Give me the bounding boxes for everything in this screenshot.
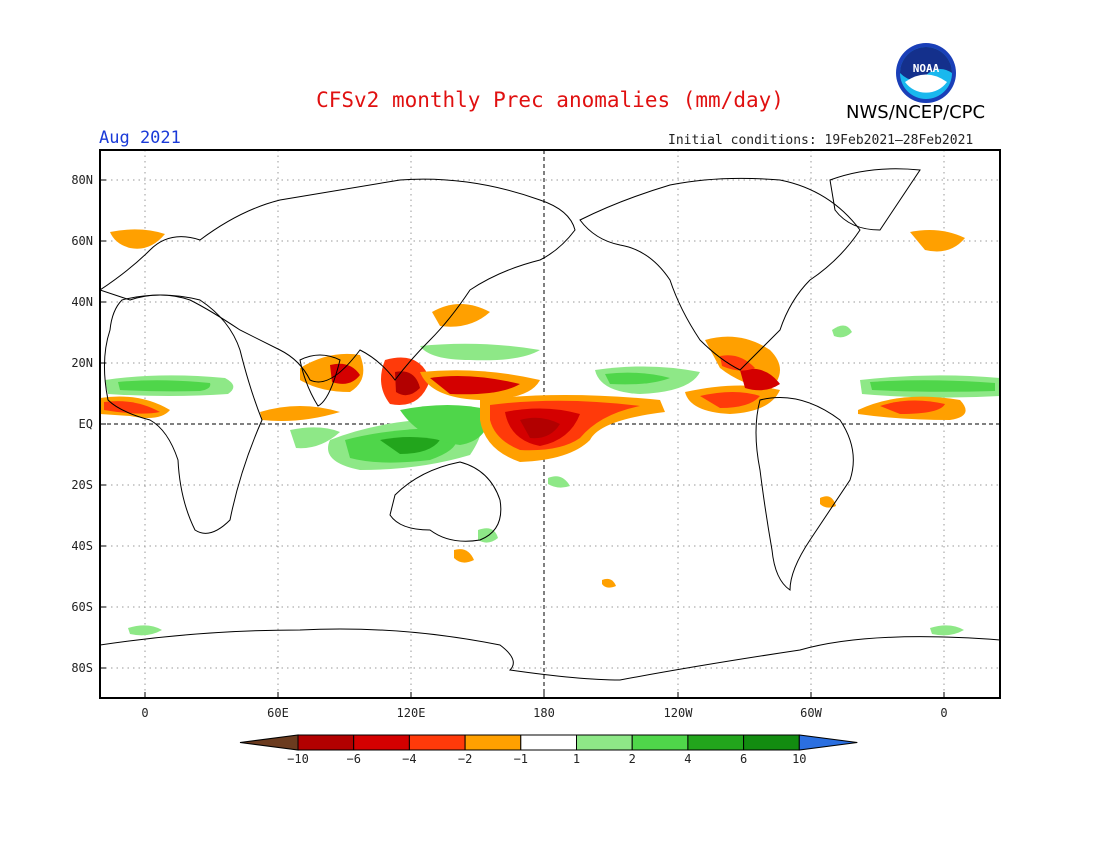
color-legend: −10 −6 −4 −2 −1 1 2 4 6 10 bbox=[239, 734, 858, 766]
noaa-logo: NOAA bbox=[896, 43, 956, 103]
initial-conditions: Initial conditions: 19Feb2021–28Feb2021 bbox=[668, 133, 974, 148]
svg-text:NOAA: NOAA bbox=[913, 62, 940, 75]
lat-label: 60N bbox=[71, 234, 93, 248]
legend-swatch bbox=[464, 734, 522, 751]
lat-label: 80N bbox=[71, 173, 93, 187]
legend-tick-label: 2 bbox=[629, 752, 636, 766]
lon-label: 0 bbox=[141, 706, 148, 720]
lat-label: 80S bbox=[71, 661, 93, 675]
latitude-labels: 80N 60N 40N 20N EQ 20S 40S 60S 80S bbox=[71, 173, 106, 675]
lon-label: 60W bbox=[800, 706, 822, 720]
lat-label: 20N bbox=[71, 356, 93, 370]
legend-tick-label: 10 bbox=[792, 752, 806, 766]
legend-tick-label: −6 bbox=[346, 752, 360, 766]
legend-swatch bbox=[798, 734, 858, 751]
lon-label: 120E bbox=[397, 706, 426, 720]
legend-swatch bbox=[297, 734, 355, 751]
longitude-labels: 0 60E 120E 180 120W 60W 0 bbox=[141, 692, 948, 720]
legend-tick-label: −2 bbox=[458, 752, 472, 766]
legend-tick-label: 4 bbox=[684, 752, 691, 766]
coastlines bbox=[100, 168, 1000, 681]
legend-swatch bbox=[687, 734, 745, 751]
legend-tick-label: −1 bbox=[514, 752, 528, 766]
legend-tick-label: 1 bbox=[573, 752, 580, 766]
legend-swatch bbox=[239, 734, 299, 751]
anomaly-fields bbox=[100, 229, 1000, 636]
legend-tick-label: −10 bbox=[287, 752, 309, 766]
legend-tick-label: −4 bbox=[402, 752, 416, 766]
lat-label: EQ bbox=[79, 417, 93, 431]
legend-swatch bbox=[576, 734, 633, 751]
lat-label: 40S bbox=[71, 539, 93, 553]
lat-label: 40N bbox=[71, 295, 93, 309]
lon-label: 120W bbox=[664, 706, 694, 720]
legend-swatch bbox=[353, 734, 410, 751]
lon-label: 180 bbox=[533, 706, 555, 720]
grid-lines bbox=[100, 150, 1000, 698]
legend-swatch bbox=[408, 734, 466, 751]
legend-tick-label: 6 bbox=[740, 752, 747, 766]
lat-label: 20S bbox=[71, 478, 93, 492]
legend-swatch bbox=[743, 734, 800, 751]
lat-label: 60S bbox=[71, 600, 93, 614]
organization-label: NWS/NCEP/CPC bbox=[846, 102, 986, 123]
lon-label: 60E bbox=[267, 706, 289, 720]
forecast-month: Aug 2021 bbox=[99, 128, 181, 148]
legend-swatch bbox=[631, 734, 689, 751]
lon-label: 0 bbox=[940, 706, 947, 720]
legend-swatch bbox=[520, 734, 577, 751]
chart-title: CFSv2 monthly Prec anomalies (mm/day) bbox=[316, 88, 784, 112]
